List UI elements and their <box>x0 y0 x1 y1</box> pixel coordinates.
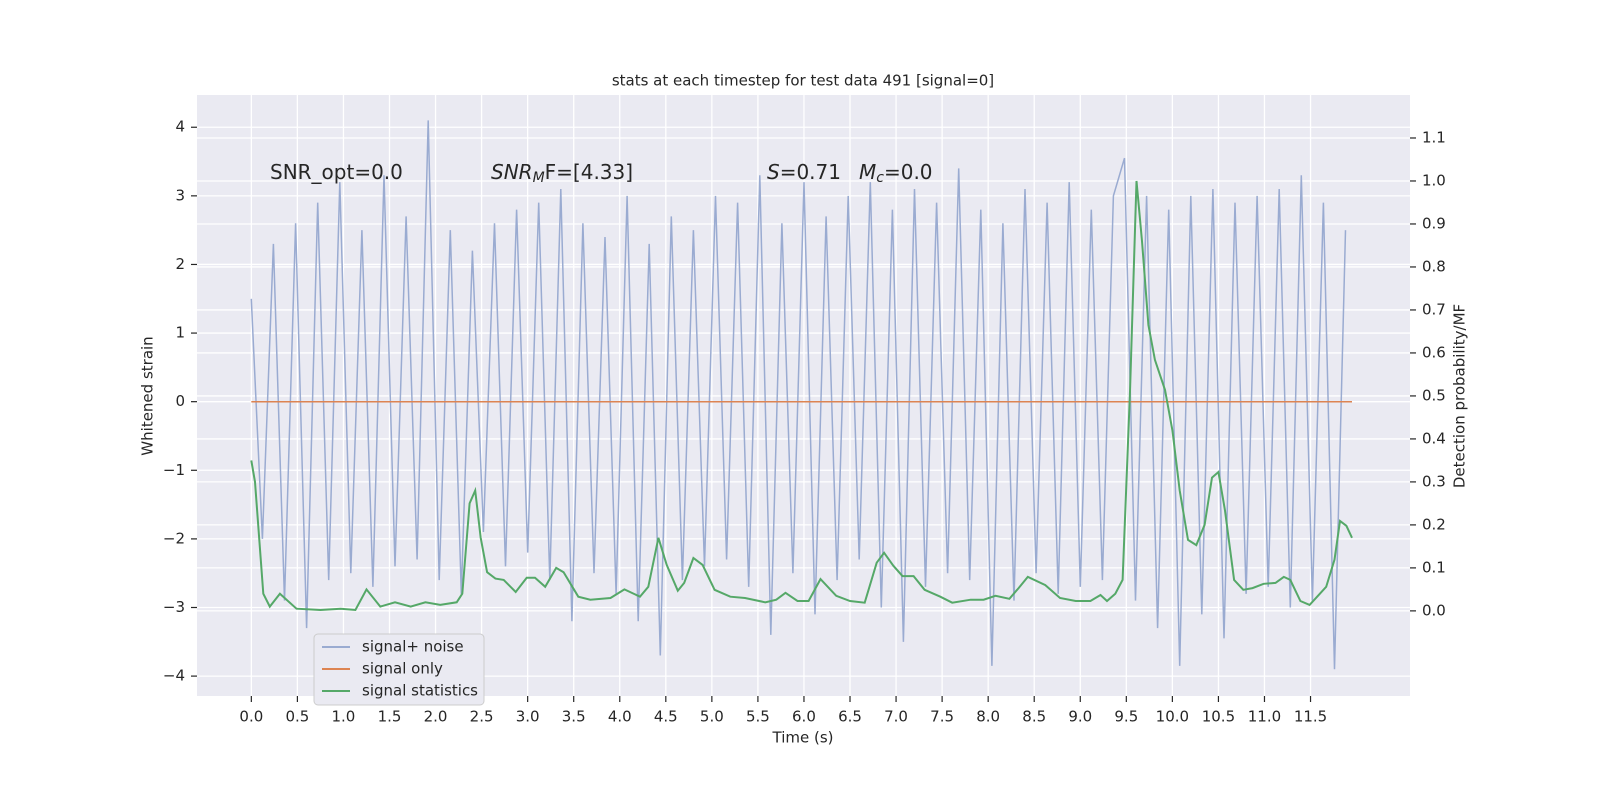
annotation-sub: M <box>533 170 545 186</box>
x-tick-label: 8.0 <box>976 708 1000 726</box>
marks <box>250 120 1353 670</box>
x-tick-label: 11.5 <box>1294 708 1327 726</box>
x-tick-label: 6.5 <box>838 708 862 726</box>
y-tick-label: 1 <box>175 324 185 342</box>
legend-label: signal+ noise <box>362 638 464 656</box>
x-tick-label: 6.0 <box>792 708 816 726</box>
annotation: SNRMF=[4.33] <box>491 160 633 187</box>
x-tick-label: 2.0 <box>424 708 448 726</box>
y2-tick-label: 0.9 <box>1422 214 1446 232</box>
annotation: Mc=0.0 <box>859 160 933 187</box>
y-tick-label: −3 <box>163 598 185 616</box>
legend-label: signal only <box>362 660 443 678</box>
annotation: S=0.71 <box>767 160 841 184</box>
annotation-main: SNR <box>491 160 533 184</box>
x-tick-label: 3.5 <box>562 708 586 726</box>
x-tick-label: 1.5 <box>378 708 402 726</box>
annotation-rest: F=[4.33] <box>545 160 633 184</box>
axes: 0.0 0.5 1.0 1.5 2.0 2.5 3.0 3.5 4.0 4.5 5.0 5.5 6.0 6… <box>163 118 1446 726</box>
y-axis-label: Whitened strain <box>139 336 157 455</box>
x-tick-label: 2.5 <box>470 708 494 726</box>
legend-box <box>313 633 485 706</box>
annotation: SNR_opt=0.0 <box>270 160 403 184</box>
x-tick-label: 4.0 <box>608 708 632 726</box>
annotation-main: S <box>767 160 780 184</box>
y2-tick-label: 0.5 <box>1422 386 1446 404</box>
y2-tick-label: 1.1 <box>1422 128 1446 146</box>
x-tick-label: 1.0 <box>332 708 356 726</box>
y2-tick-label: 0.8 <box>1422 257 1446 275</box>
legend-label: signal statistics <box>362 682 478 700</box>
x-tick-label: 7.5 <box>930 708 954 726</box>
grid <box>197 95 1410 696</box>
annotation-rest: =0.0 <box>884 160 933 184</box>
y2-axis-label: Detection probability/MF <box>1451 304 1469 488</box>
series-line <box>250 120 1347 670</box>
y-tick-label: −2 <box>163 529 185 547</box>
x-tick-label: 10.5 <box>1202 708 1235 726</box>
legend: signal+ noise signal only signal statistic… <box>313 633 485 706</box>
x-tick-label: 3.0 <box>516 708 540 726</box>
x-tick-label: 5.0 <box>700 708 724 726</box>
x-tick-label: 5.5 <box>746 708 770 726</box>
annotation-sub: c <box>876 170 884 186</box>
x-tick-label: 10.0 <box>1156 708 1189 726</box>
y2-tick-label: 0.7 <box>1422 300 1446 318</box>
x-tick-label: 9.5 <box>1114 708 1138 726</box>
y2-tick-label: 0.6 <box>1422 343 1446 361</box>
y-tick-label: −4 <box>163 667 185 685</box>
x-tick-label: 8.5 <box>1022 708 1046 726</box>
y-tick-label: 0 <box>175 392 185 410</box>
x-tick-label: 4.5 <box>654 708 678 726</box>
x-tick-label: 0.5 <box>285 708 309 726</box>
chart-title: stats at each timestep for test data 491… <box>612 72 994 90</box>
y2-tick-label: 0.1 <box>1422 558 1446 576</box>
annotation-rest: =0.71 <box>780 160 841 184</box>
y-tick-label: 2 <box>175 255 185 273</box>
x-tick-label: 7.0 <box>884 708 908 726</box>
y2-tick-label: 0.2 <box>1422 515 1446 533</box>
y2-tick-label: 0.3 <box>1422 472 1446 490</box>
annotation-text: SNR_opt=0.0 <box>270 160 403 184</box>
y2-tick-label: 0.0 <box>1422 601 1446 619</box>
x-tick-label: 0.0 <box>239 708 263 726</box>
y-tick-label: −1 <box>163 461 185 479</box>
y2-tick-label: 0.4 <box>1422 429 1446 447</box>
x-tick-label: 11.0 <box>1248 708 1281 726</box>
y-tick-label: 4 <box>175 118 185 136</box>
annotation-main: M <box>859 160 876 184</box>
x-tick-label: 9.0 <box>1068 708 1092 726</box>
y-tick-label: 3 <box>175 186 185 204</box>
y2-tick-label: 1.0 <box>1422 171 1446 189</box>
x-axis-label: Time (s) <box>772 729 834 747</box>
series-line <box>250 180 1353 612</box>
